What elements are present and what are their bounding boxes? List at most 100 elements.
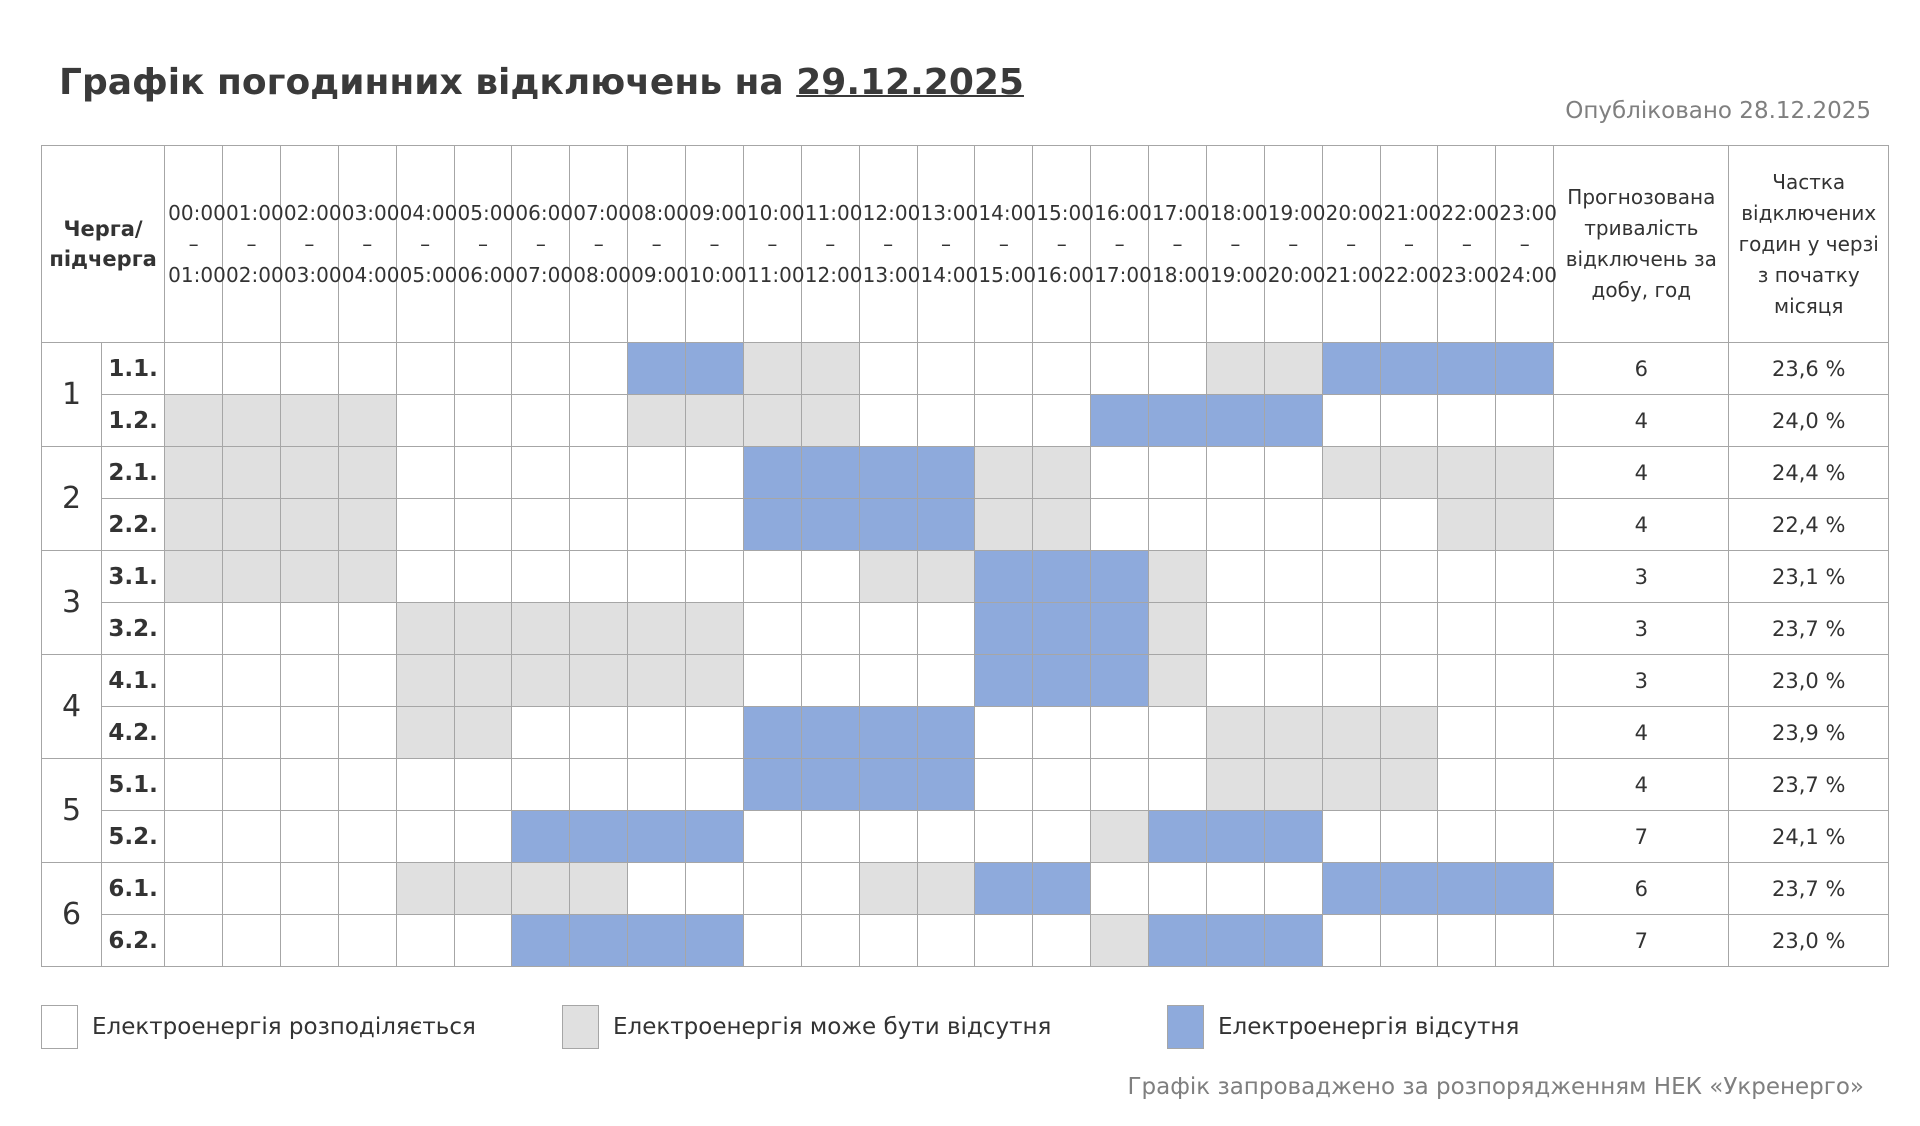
hour-cell (742, 706, 802, 759)
hour-cell (511, 550, 571, 603)
hour-cell (974, 654, 1034, 707)
hour-cell (1148, 862, 1207, 915)
hour-cell (279, 914, 339, 967)
subqueue-label: 3.1. (101, 550, 166, 603)
hour-cell (453, 706, 513, 759)
hour-cell (1437, 602, 1497, 655)
legend-item: Електроенергія може бути відсутня (562, 1005, 1051, 1049)
hour-cell (395, 498, 455, 551)
hour-cell (164, 654, 224, 707)
hour-cell (511, 342, 571, 395)
hour-cell (1148, 550, 1207, 603)
hour-cell (1263, 446, 1323, 499)
hour-cell (1148, 446, 1207, 499)
hour-cell (1032, 394, 1092, 447)
share: 23,0 % (1728, 914, 1889, 967)
hour-cell (279, 654, 339, 707)
hour-cell (569, 706, 629, 759)
hour-cell (569, 498, 629, 551)
subqueue-label: 2.2. (101, 498, 166, 551)
legend-label: Електроенергія може бути відсутня (613, 1014, 1052, 1040)
hour-cell (164, 342, 224, 395)
hour-cell (1321, 914, 1381, 967)
hour-cell (1321, 862, 1381, 915)
hour-cell (1437, 394, 1497, 447)
hour-cell (337, 862, 397, 915)
hour-cell (1495, 342, 1555, 395)
hour-cell (164, 706, 224, 759)
hour-cell (337, 602, 397, 655)
hour-header: 09:00 – 10:00 (685, 145, 747, 343)
hour-cell (511, 914, 571, 967)
hour-cell (164, 498, 224, 551)
hour-cell (627, 862, 687, 915)
hour-cell (279, 550, 339, 603)
hour-header: 19:00 – 20:00 (1263, 145, 1325, 343)
hour-cell (858, 758, 918, 811)
hour-cell (1148, 394, 1207, 447)
hour-cell (279, 446, 339, 499)
hour-cell (1090, 758, 1150, 811)
hour-header: 23:00 – 24:00 (1495, 145, 1557, 343)
hour-cell (1032, 654, 1092, 707)
hour-cell (1263, 342, 1323, 395)
hour-cell (800, 758, 860, 811)
hour-cell (279, 706, 339, 759)
hour-cell (1321, 706, 1381, 759)
hour-cell (1032, 446, 1092, 499)
hour-cell (164, 446, 224, 499)
hour-cell (627, 446, 687, 499)
schedule-row: 2.2. 4 22,4 % (42, 498, 1889, 551)
hour-cell (453, 394, 513, 447)
hour-cell (337, 550, 397, 603)
hour-cell (1090, 914, 1150, 967)
queue-label: 3 (40, 550, 103, 655)
subqueue-label: 5.1. (101, 758, 166, 811)
hour-cell (279, 342, 339, 395)
share: 24,0 % (1728, 394, 1889, 447)
hour-cell (1321, 342, 1381, 395)
hour-cell (858, 810, 918, 863)
hour-cell (916, 342, 976, 395)
hour-cell (1321, 654, 1381, 707)
hour-cell (1321, 550, 1381, 603)
schedule-table: Черга/ підчерга 00:00 – 01:00 01:00 – 02:0… (40, 145, 1889, 967)
hour-cell (858, 342, 918, 395)
subqueue-label: 1.1. (101, 342, 166, 395)
hour-cell (395, 602, 455, 655)
hour-cell (1205, 602, 1265, 655)
hour-cell (1205, 342, 1265, 395)
title-date: 29.12.2025 (796, 62, 1024, 103)
hour-cell (1148, 342, 1207, 395)
hour-cell (395, 342, 455, 395)
hour-cell (1205, 550, 1265, 603)
hour-cell (511, 602, 571, 655)
hour-cell (1263, 654, 1323, 707)
hour-cell (1032, 498, 1092, 551)
hour-cell (1205, 706, 1265, 759)
hour-cell (974, 706, 1034, 759)
hour-cell (1263, 550, 1323, 603)
hour-cell (858, 498, 918, 551)
share: 23,7 % (1728, 862, 1889, 915)
schedule-row: 3 3.1. 3 23,1 % (40, 550, 1889, 655)
hour-header: 03:00 – 04:00 (337, 145, 399, 343)
hour-cell (1090, 810, 1150, 863)
hour-cell (337, 810, 397, 863)
hour-cell (916, 862, 976, 915)
hour-cell (1437, 862, 1497, 915)
hour-cell (627, 654, 687, 707)
hour-cell (916, 810, 976, 863)
hour-cell (858, 706, 918, 759)
hour-cell (858, 862, 918, 915)
hour-cell (1495, 394, 1555, 447)
hour-cell (1148, 498, 1207, 551)
hour-cell (1379, 654, 1439, 707)
hour-cell (511, 498, 571, 551)
hour-cell (1495, 498, 1555, 551)
hour-header: 20:00 – 21:00 (1321, 145, 1383, 343)
hour-cell (222, 498, 281, 551)
hour-cell (1495, 914, 1555, 967)
hour-cell (1321, 446, 1381, 499)
hour-cell (800, 862, 860, 915)
